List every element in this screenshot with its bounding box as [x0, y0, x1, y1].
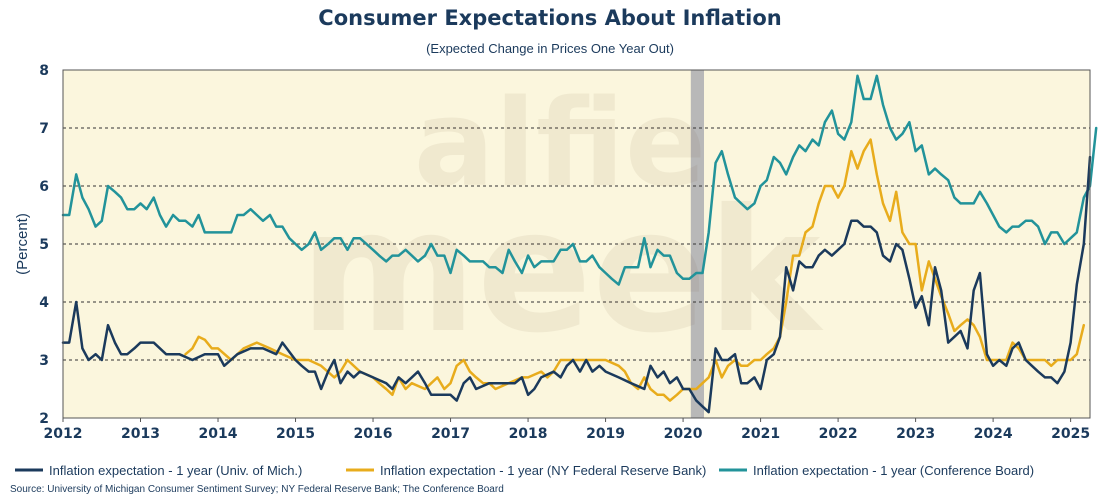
plot-border — [62, 69, 1091, 419]
y-tick-label: 4 — [39, 295, 49, 311]
legend-label-2: Inflation expectation - 1 year (Conferen… — [753, 463, 1034, 478]
shaded-period — [690, 70, 705, 418]
x-tick-label: 2022 — [819, 426, 858, 442]
y-tick-label: 2 — [39, 411, 49, 427]
x-tick-label: 2019 — [586, 426, 625, 442]
x-tick-label: 2015 — [276, 426, 315, 442]
svg-text:alfie: alfie — [414, 75, 706, 214]
x-tick-label: 2020 — [664, 426, 703, 442]
legend-label-1: Inflation expectation - 1 year (NY Feder… — [380, 463, 706, 478]
x-tick-label: 2021 — [741, 426, 780, 442]
x-tick-label: 2014 — [199, 426, 238, 442]
x-tick-label: 2017 — [431, 426, 470, 442]
x-tick-label: 2013 — [121, 426, 160, 442]
source-note: Source: University of Michigan Consumer … — [10, 484, 504, 495]
y-tick-label: 8 — [39, 63, 49, 79]
y-tick-label: 7 — [39, 121, 49, 137]
series-line-0 — [61, 155, 1092, 414]
x-tick-label: 2023 — [896, 426, 935, 442]
x-tick-label: 2018 — [509, 426, 548, 442]
x-tick-label: 2016 — [354, 426, 393, 442]
y-axis-label: (Percent) — [14, 213, 31, 275]
x-tick-label: 2024 — [974, 426, 1013, 442]
y-tick-label: 3 — [39, 353, 49, 369]
x-tick-label: 2012 — [44, 426, 83, 442]
y-tick-label: 6 — [39, 179, 49, 195]
legend-label-0: Inflation expectation - 1 year (Univ. of… — [49, 463, 302, 478]
x-tick-label: 2025 — [1051, 426, 1090, 442]
chart-subtitle: (Expected Change in Prices One Year Out) — [426, 41, 674, 56]
series-line-2 — [61, 74, 1098, 286]
svg-text:meek: meek — [300, 173, 825, 371]
chart-title: Consumer Expectations About Inflation — [318, 6, 782, 30]
y-tick-label: 5 — [39, 237, 49, 253]
